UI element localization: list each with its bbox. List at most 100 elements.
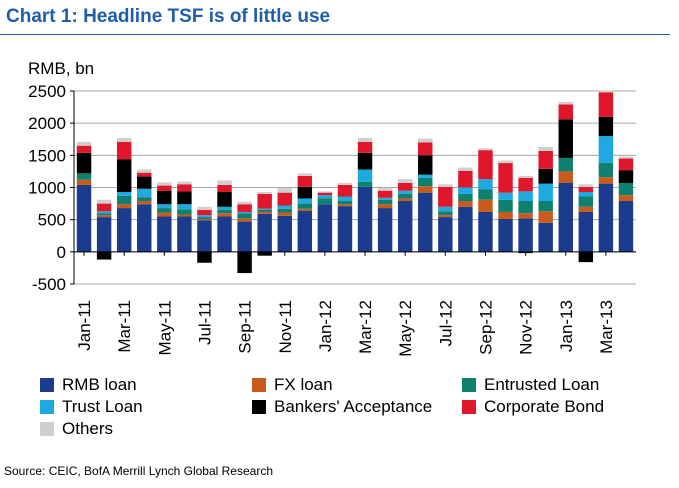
bar-segment-trust-loan-mar-11 [116, 192, 132, 196]
bar-segment-corporate-bond-dec-12 [538, 150, 553, 169]
legend-swatch-corporate-bond [462, 400, 476, 414]
bar-segment-corporate-bond-jan-12 [317, 192, 333, 196]
bar-segment-rmb-loan-jan-13 [558, 182, 573, 252]
x-tick-label: Nov-12 [517, 300, 536, 355]
bar-segment-others-mar-13 [598, 90, 614, 93]
bar-segment-corporate-bond-jul-12 [438, 186, 453, 207]
x-tick-label: Jan-13 [557, 300, 576, 352]
bar-segment-others-jul-11 [197, 206, 212, 211]
bar-segment-rmb-loan-jan-12 [317, 204, 333, 252]
bar-segment-bankers-acceptance-apr-13 [618, 170, 634, 183]
source-note: Source: CEIC, BofA Merrill Lynch Global … [4, 464, 273, 478]
legend-swatch-entrusted-loan [462, 378, 476, 392]
bar-segment-rmb-loan-feb-12 [337, 206, 353, 252]
legend-swatch-rmb-loan [40, 378, 54, 392]
bar-segment-trust-loan-jul-12 [438, 206, 453, 212]
bar-segment-others-jun-11 [177, 181, 192, 185]
bar-segment-fx-loan-jul-12 [438, 215, 453, 218]
bar-segment-bankers-acceptance-jul-11 [197, 251, 212, 263]
bar-segment-rmb-loan-nov-12 [518, 218, 533, 252]
bar-segment-corporate-bond-apr-13 [618, 158, 634, 171]
bar-segment-entrusted-loan-may-11 [157, 208, 172, 213]
bar-segment-rmb-loan-jun-12 [418, 192, 433, 252]
legend-label-entrusted-loan: Entrusted Loan [484, 375, 600, 394]
bar-segment-rmb-loan-dec-11 [297, 210, 313, 252]
bar-segment-trust-loan-aug-11 [217, 206, 232, 211]
bar-segment-rmb-loan-sep-11 [237, 221, 252, 252]
bar-segment-fx-loan-apr-12 [377, 204, 393, 209]
bar-segment-corporate-bond-jul-11 [197, 210, 212, 216]
bar-segment-corporate-bond-nov-11 [277, 192, 292, 206]
bar-segment-entrusted-loan-feb-11 [96, 213, 112, 216]
legend-item-bankers-acceptance: Bankers' Acceptance [252, 396, 432, 418]
bar-segment-trust-loan-sep-12 [478, 179, 493, 190]
y-tick-label: 0 [57, 243, 66, 262]
bar-segment-fx-loan-nov-12 [518, 213, 533, 219]
chart-title: Chart 1: Headline TSF is of little use [6, 6, 331, 27]
bar-segment-fx-loan-jan-11 [76, 179, 92, 185]
bar-segment-corporate-bond-jun-11 [177, 184, 192, 192]
bar-segment-entrusted-loan-apr-11 [137, 197, 152, 202]
bar-segment-bankers-acceptance-aug-11 [217, 192, 232, 207]
bar-segment-corporate-bond-oct-12 [498, 163, 513, 193]
bar-segment-entrusted-loan-jul-11 [197, 217, 212, 220]
bar-segment-rmb-loan-jul-12 [438, 217, 453, 252]
bar-segment-fx-loan-may-12 [397, 198, 413, 202]
bar-segment-trust-loan-nov-11 [277, 205, 292, 209]
bar-segment-fx-loan-nov-11 [277, 212, 292, 216]
bar-segment-others-dec-12 [538, 146, 553, 151]
bar-segment-bankers-acceptance-feb-11 [96, 251, 112, 260]
bar-segment-rmb-loan-aug-11 [217, 216, 232, 252]
x-tick-labels: Jan-11 Mar-11 May-11 Jul-11 Sep-11 Nov-11 Jan-… [75, 251, 616, 357]
bar-segment-rmb-loan-may-11 [157, 216, 172, 252]
bar-segment-rmb-loan-jan-11 [76, 184, 92, 252]
bar-segment-rmb-loan-nov-11 [277, 215, 292, 252]
x-tick-label: Mar-11 [115, 300, 134, 353]
bar-segment-rmb-loan-jul-11 [197, 220, 212, 252]
bar-segment-others-nov-11 [277, 188, 292, 193]
bar-segment-fx-loan-apr-11 [137, 201, 152, 205]
bar-segment-trust-loan-may-11 [157, 204, 172, 209]
y-tick-label: 1500 [28, 146, 66, 165]
bar-segment-corporate-bond-jan-11 [76, 145, 92, 153]
bar-segment-fx-loan-jul-11 [197, 219, 212, 221]
bar-segment-rmb-loan-mar-12 [357, 186, 373, 252]
bar-segment-entrusted-loan-nov-11 [277, 208, 292, 213]
legend-item-rmb-loan: RMB loan [40, 374, 137, 396]
bar-segment-others-jan-12 [317, 191, 333, 193]
bar-segment-rmb-loan-jun-11 [177, 216, 192, 252]
legend-label-fx-loan: FX loan [274, 375, 333, 394]
legend-swatch-trust-loan [40, 400, 54, 414]
bar-segment-bankers-acceptance-apr-11 [137, 176, 152, 189]
bar-segment-bankers-acceptance-jun-11 [177, 191, 192, 205]
bar-segment-bankers-acceptance-mar-11 [116, 159, 132, 193]
y-tick-label: -500 [32, 275, 66, 294]
bar-segment-rmb-loan-may-12 [397, 201, 413, 252]
bar-segment-fx-loan-aug-12 [458, 201, 473, 207]
bar-segment-fx-loan-may-11 [157, 212, 172, 217]
bar-segment-corporate-bond-apr-11 [137, 172, 152, 177]
axes [70, 90, 636, 285]
bar-segment-others-oct-12 [498, 160, 513, 164]
bar-segment-bankers-acceptance-jan-11 [76, 152, 92, 174]
bar-segment-trust-loan-jun-12 [418, 174, 433, 178]
bar-segment-bankers-acceptance-may-11 [157, 190, 172, 205]
bar-segment-bankers-acceptance-jun-12 [418, 155, 433, 175]
bar-segment-entrusted-loan-apr-13 [618, 182, 634, 196]
bar-segment-corporate-bond-dec-11 [297, 175, 313, 187]
bar-segment-others-sep-11 [237, 201, 252, 205]
bar-segment-entrusted-loan-oct-12 [498, 199, 513, 212]
x-tick-label: Jan-12 [316, 300, 335, 352]
bar-segment-trust-loan-oct-12 [498, 192, 513, 200]
y-tick-label: 2000 [28, 114, 66, 133]
bar-segment-fx-loan-dec-12 [538, 211, 553, 223]
bar-segment-fx-loan-aug-11 [217, 213, 232, 217]
bar-segment-fx-loan-jun-11 [177, 214, 192, 217]
bar-segment-fx-loan-sep-11 [237, 218, 252, 222]
bar-segment-trust-loan-aug-12 [458, 187, 473, 194]
legend-item-entrusted-loan: Entrusted Loan [462, 374, 599, 396]
bar-segment-others-dec-11 [297, 173, 313, 176]
bar-segment-others-oct-11 [257, 192, 272, 194]
bars [76, 90, 634, 274]
bar-segment-entrusted-loan-nov-12 [518, 201, 533, 214]
